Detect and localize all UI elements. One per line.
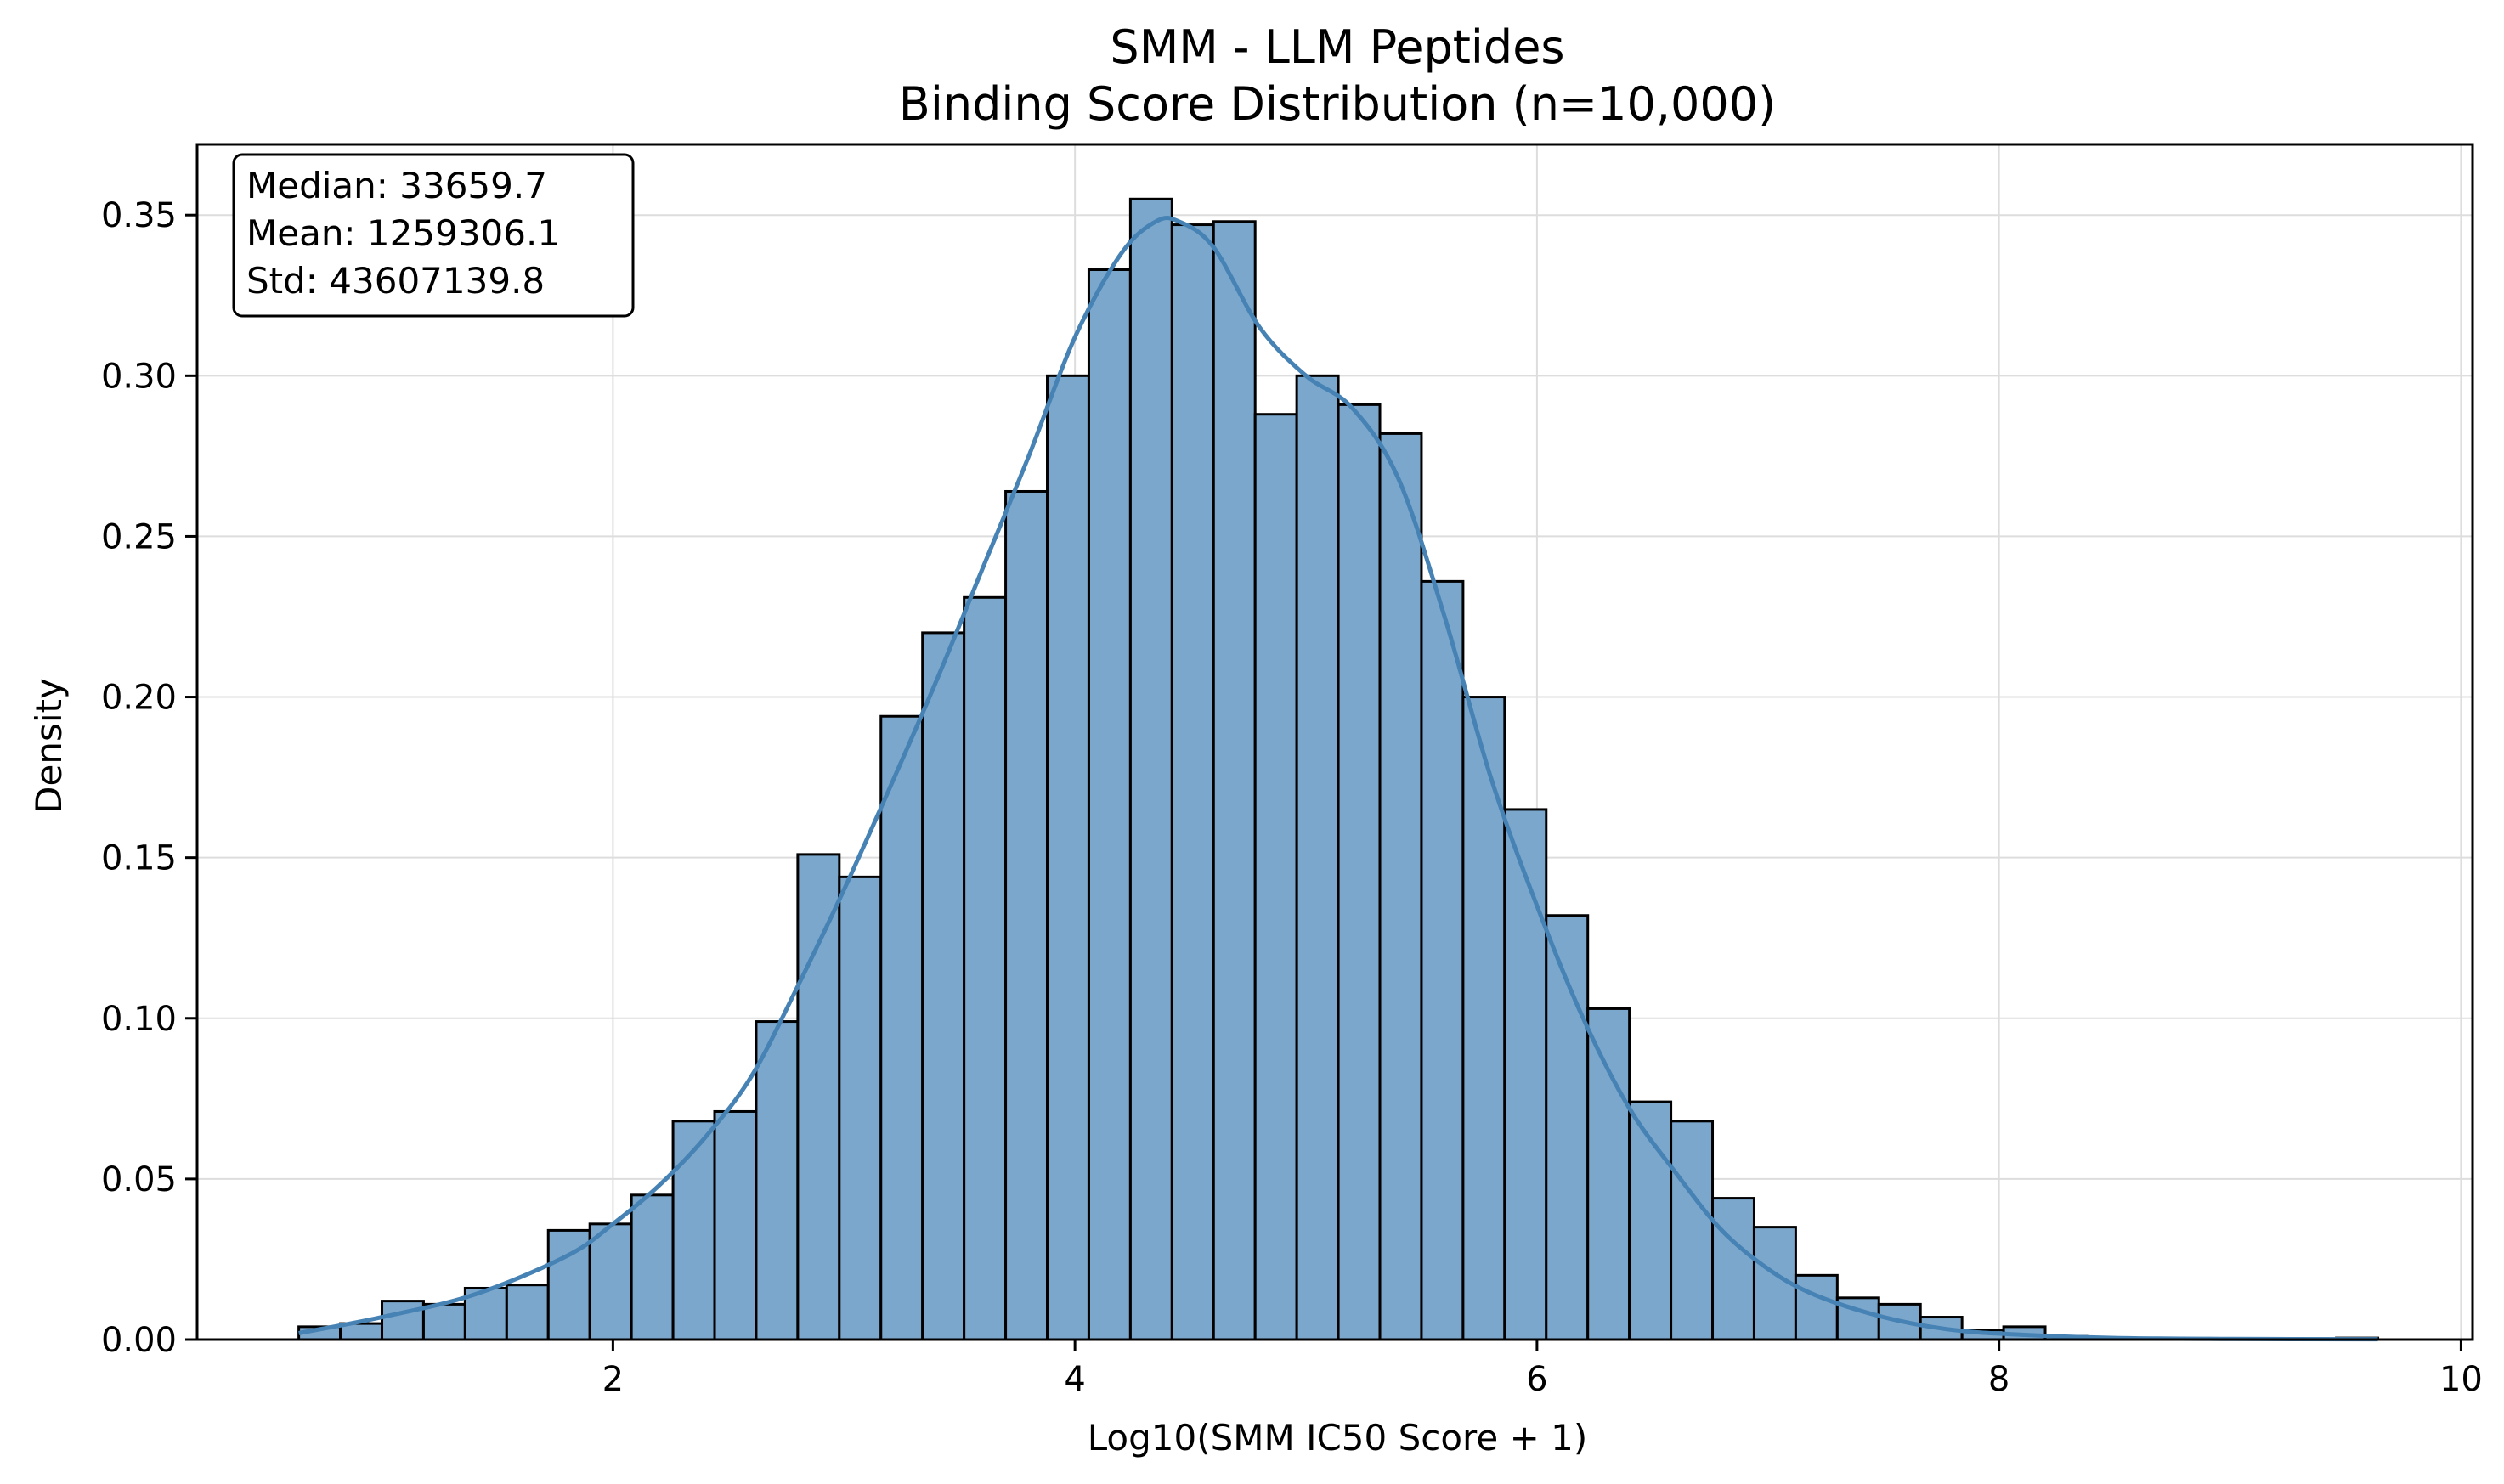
histogram-bar — [1128, 197, 1173, 1341]
x-axis-label: Log10(SMM IC50 Score + 1) — [1088, 1417, 1587, 1459]
chart-title: SMM - LLM Peptides — [1110, 20, 1564, 74]
histogram-bar — [1420, 579, 1465, 1341]
histogram-bar — [1670, 1120, 1715, 1341]
kde-curve — [298, 216, 2378, 1342]
histogram-bar — [796, 853, 841, 1341]
histogram-bar — [755, 1020, 800, 1341]
histogram-bar — [963, 595, 1008, 1341]
histogram-bar — [588, 1222, 633, 1341]
histogram-bar — [1461, 696, 1506, 1341]
histogram-bar — [1170, 223, 1215, 1341]
histogram-bar — [713, 1109, 758, 1341]
y-axis-label: Density — [28, 678, 70, 814]
histogram-bar — [1586, 1007, 1631, 1341]
histogram-bar — [1794, 1273, 1839, 1341]
histogram-bar — [1378, 432, 1423, 1341]
stats-box: Median: 33659.7 Mean: 1259306.1 Std: 436… — [232, 153, 635, 318]
kde-line — [298, 216, 2378, 1342]
chart-subtitle: Binding Score Distribution (n=10,000) — [899, 77, 1776, 131]
x-tick-label: 4 — [1064, 1360, 1085, 1399]
histogram-bar — [879, 714, 924, 1341]
stats-std: Std: 43607139.8 — [246, 260, 545, 302]
stats-box-frame — [232, 153, 635, 318]
y-tick-label: 0.10 — [101, 1000, 177, 1039]
histogram-bar — [630, 1193, 675, 1341]
x-tick-label: 8 — [1988, 1360, 2009, 1399]
histogram-bar — [1004, 489, 1049, 1341]
x-tick-label: 2 — [602, 1360, 624, 1399]
histogram-bar — [1087, 268, 1132, 1341]
y-tick-label: 0.15 — [101, 839, 177, 878]
y-tick-label: 0.20 — [101, 679, 177, 718]
y-tick-label: 0.05 — [101, 1160, 177, 1199]
histogram-bar — [1046, 374, 1090, 1341]
stats-mean: Mean: 1259306.1 — [246, 212, 560, 254]
histogram-bar — [838, 875, 883, 1341]
histogram-bar — [421, 1302, 466, 1341]
plot-area-border — [195, 143, 2474, 1341]
histogram-bar — [1503, 808, 1548, 1341]
y-tick-label: 0.35 — [101, 196, 177, 235]
x-tick-label: 10 — [2439, 1360, 2483, 1399]
y-tick-label: 0.25 — [101, 517, 177, 556]
histogram-bar — [1337, 403, 1382, 1341]
stats-median: Median: 33659.7 — [246, 165, 547, 206]
histogram-bar — [921, 631, 966, 1341]
histogram-bar — [1212, 220, 1257, 1341]
histogram-bar — [505, 1284, 550, 1341]
axes-frame — [195, 143, 2474, 1341]
histogram-bar — [381, 1300, 425, 1341]
y-tick-label: 0.00 — [101, 1321, 177, 1360]
histogram-bar — [1253, 413, 1298, 1341]
histogram-bar — [671, 1120, 716, 1341]
x-tick-label: 6 — [1526, 1360, 1547, 1399]
axis-ticks: 2 4 6 8 10 0.00 0.05 0.10 0.15 0.20 0.25 0.30 0.35 — [101, 196, 2483, 1399]
histogram-bar — [1295, 374, 1340, 1341]
histogram-bar — [1711, 1197, 1755, 1341]
y-tick-label: 0.30 — [101, 357, 177, 396]
histogram-bars — [297, 197, 2380, 1341]
